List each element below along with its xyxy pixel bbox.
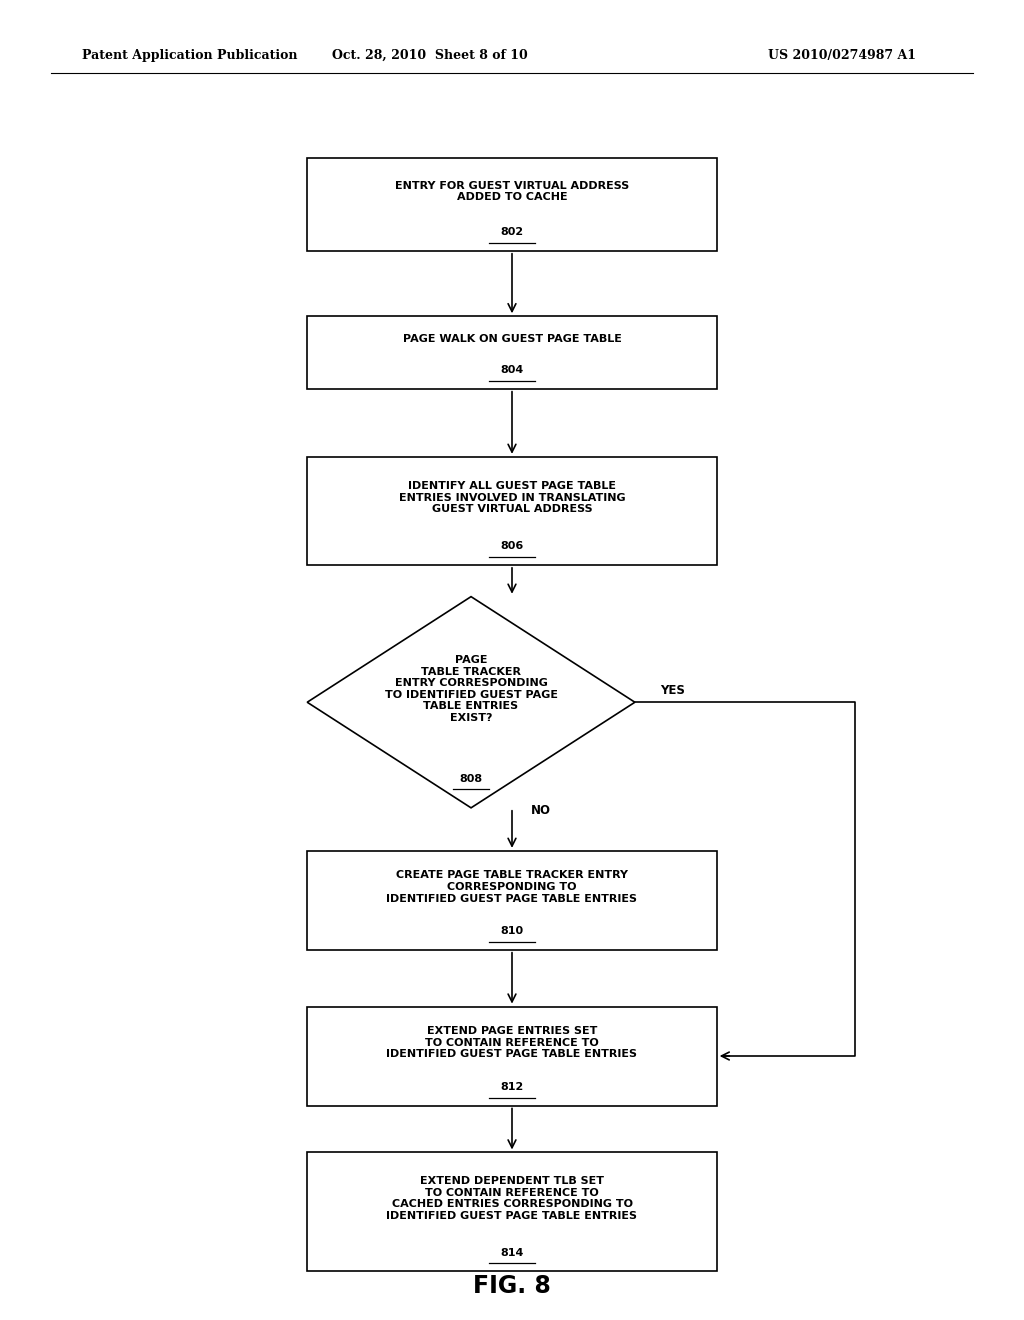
FancyBboxPatch shape (307, 850, 717, 950)
FancyBboxPatch shape (307, 158, 717, 251)
Text: EXTEND DEPENDENT TLB SET
TO CONTAIN REFERENCE TO
CACHED ENTRIES CORRESPONDING TO: EXTEND DEPENDENT TLB SET TO CONTAIN REFE… (386, 1176, 638, 1221)
Text: 802: 802 (501, 227, 523, 238)
Text: 814: 814 (501, 1247, 523, 1258)
Text: 808: 808 (460, 774, 482, 784)
FancyBboxPatch shape (307, 457, 717, 565)
Text: YES: YES (660, 684, 685, 697)
FancyBboxPatch shape (307, 1152, 717, 1271)
Text: NO: NO (530, 804, 551, 817)
Text: CREATE PAGE TABLE TRACKER ENTRY
CORRESPONDING TO
IDENTIFIED GUEST PAGE TABLE ENT: CREATE PAGE TABLE TRACKER ENTRY CORRESPO… (386, 870, 638, 904)
Text: FIG. 8: FIG. 8 (473, 1274, 551, 1298)
Text: Patent Application Publication: Patent Application Publication (82, 49, 297, 62)
FancyBboxPatch shape (307, 315, 717, 388)
Text: 804: 804 (501, 366, 523, 375)
Polygon shape (307, 597, 635, 808)
Text: EXTEND PAGE ENTRIES SET
TO CONTAIN REFERENCE TO
IDENTIFIED GUEST PAGE TABLE ENTR: EXTEND PAGE ENTRIES SET TO CONTAIN REFER… (386, 1026, 638, 1060)
Text: PAGE WALK ON GUEST PAGE TABLE: PAGE WALK ON GUEST PAGE TABLE (402, 334, 622, 345)
Text: ENTRY FOR GUEST VIRTUAL ADDRESS
ADDED TO CACHE: ENTRY FOR GUEST VIRTUAL ADDRESS ADDED TO… (395, 181, 629, 202)
Text: PAGE
TABLE TRACKER
ENTRY CORRESPONDING
TO IDENTIFIED GUEST PAGE
TABLE ENTRIES
EX: PAGE TABLE TRACKER ENTRY CORRESPONDING T… (385, 655, 557, 723)
Text: Oct. 28, 2010  Sheet 8 of 10: Oct. 28, 2010 Sheet 8 of 10 (332, 49, 528, 62)
Text: 812: 812 (501, 1082, 523, 1092)
FancyBboxPatch shape (307, 1006, 717, 1106)
Text: IDENTIFY ALL GUEST PAGE TABLE
ENTRIES INVOLVED IN TRANSLATING
GUEST VIRTUAL ADDR: IDENTIFY ALL GUEST PAGE TABLE ENTRIES IN… (398, 480, 626, 515)
Text: 810: 810 (501, 927, 523, 936)
Text: US 2010/0274987 A1: US 2010/0274987 A1 (768, 49, 916, 62)
Text: 806: 806 (501, 541, 523, 552)
